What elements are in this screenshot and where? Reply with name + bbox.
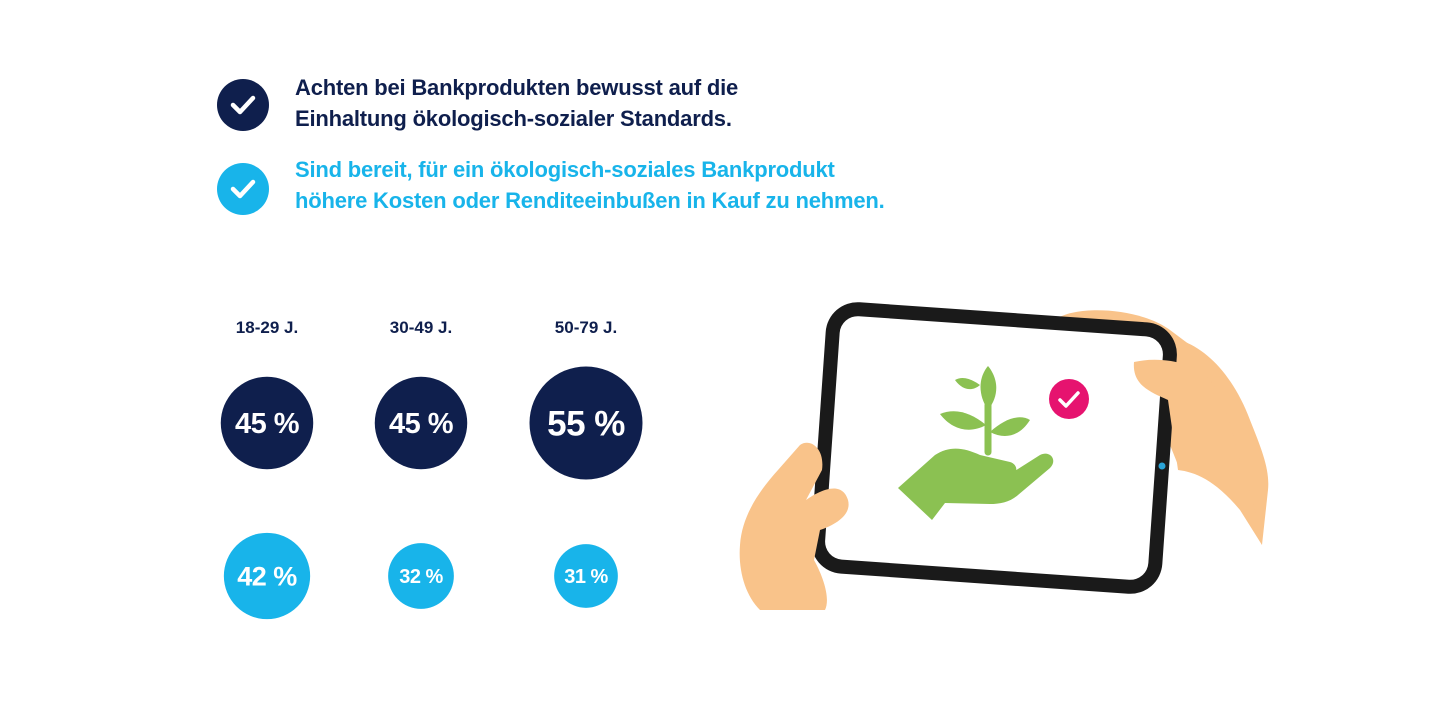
bubble (529, 366, 643, 480)
bubble (374, 376, 468, 470)
bubble-value-label: 45 % (389, 408, 454, 440)
legend-item-costs: Sind bereit, für ein ökologisch-soziales… (217, 157, 885, 220)
age-label: 50-79 J. (555, 318, 617, 337)
tablet-illustration (739, 302, 1269, 610)
bubble (554, 544, 618, 608)
check-icon (217, 79, 269, 131)
age-label: 18-29 J. (236, 318, 298, 337)
check-badge-icon (1049, 379, 1089, 419)
bubble-value-label: 32 % (399, 566, 443, 588)
tablet-icon (811, 302, 1177, 594)
bubble-chart: 18-29 J. 30-49 J. 50-79 J. 45 % 45 % 55 % 42 … (220, 318, 643, 620)
legend-text-standards: Achten bei Bankprodukten bewusst auf die… (295, 75, 739, 131)
legend-text-costs: Sind bereit, für ein ökologisch-soziales… (295, 157, 885, 213)
bubble-value-label: 45 % (235, 408, 300, 440)
bubble-value-label: 55 % (547, 404, 625, 443)
bubble (223, 532, 311, 620)
check-icon (217, 163, 269, 215)
bubble-value-label: 42 % (237, 561, 297, 591)
age-label: 30-49 J. (390, 318, 452, 337)
bubble-value-label: 31 % (564, 566, 608, 588)
bubbles: 45 % 45 % 55 % 42 % 32 % 31 % (220, 366, 643, 620)
legend-item-standards: Achten bei Bankprodukten bewusst auf die… (217, 74, 738, 136)
hands-icon (739, 359, 1262, 610)
bubble (220, 376, 314, 470)
bubble (388, 543, 454, 609)
age-group-labels: 18-29 J. 30-49 J. 50-79 J. (236, 318, 617, 337)
plant-in-hand-icon (898, 366, 1054, 520)
